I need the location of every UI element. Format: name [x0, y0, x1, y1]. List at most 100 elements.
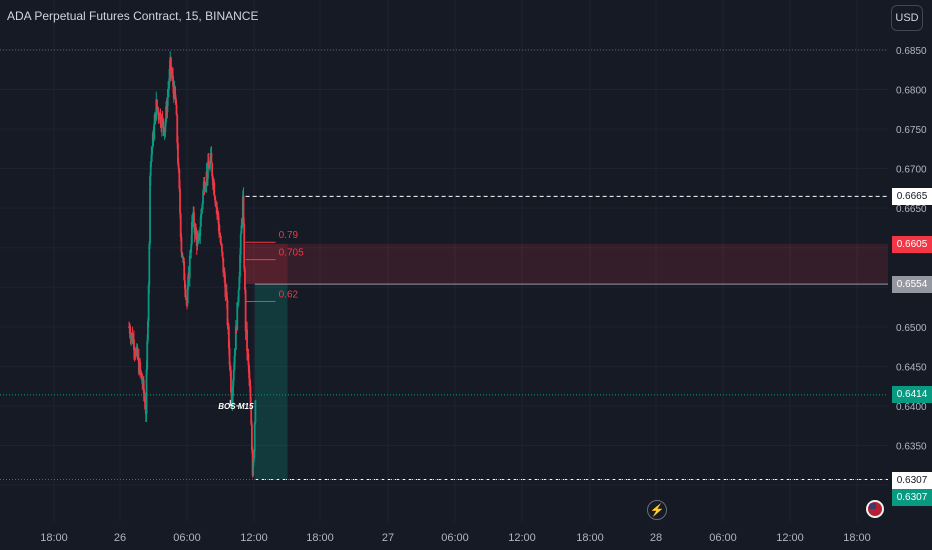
candle-up: [233, 356, 236, 370]
candle-up: [239, 254, 241, 277]
candle-down: [170, 57, 172, 72]
fib-label: 0.705: [279, 248, 304, 259]
candle-down: [247, 353, 250, 366]
x-tick-label: 27: [382, 532, 394, 544]
y-tick-label: 0.6850: [896, 46, 927, 57]
candle-up: [146, 340, 149, 370]
y-tick-label: 0.6500: [896, 323, 927, 334]
candle-down: [223, 271, 226, 283]
short-position-tool[interactable]: [245, 243, 888, 480]
x-tick-label: 18:00: [306, 532, 334, 544]
candle-down: [136, 347, 139, 359]
candle-down: [225, 291, 228, 300]
candle-down: [216, 206, 218, 212]
candle-up: [155, 99, 158, 120]
candle-up: [232, 369, 235, 381]
candle-up: [168, 68, 171, 84]
candle-down: [133, 339, 135, 351]
candle-down: [246, 351, 249, 354]
candle-down: [184, 288, 187, 298]
x-tick-label: 28: [650, 532, 662, 544]
candle-down: [213, 182, 216, 196]
candle-up: [239, 233, 242, 255]
candle-down: [144, 399, 147, 409]
x-tick-label: 12:00: [508, 532, 536, 544]
candle-up: [191, 214, 194, 222]
candle-down: [178, 169, 181, 189]
candle-down: [177, 163, 180, 170]
y-tick-label: 0.6800: [896, 86, 927, 97]
candle-down: [157, 109, 160, 116]
stop-zone: [245, 243, 288, 285]
candle-down: [220, 242, 223, 245]
candle-up: [151, 147, 154, 155]
grid-lines: [0, 0, 888, 522]
fibonacci-levels[interactable]: 0.79 0.705 0.62: [245, 230, 304, 303]
candle-down: [230, 370, 232, 393]
candle-down: [250, 406, 253, 425]
candle-down: [242, 195, 245, 224]
candle-down: [179, 213, 182, 238]
candle-down: [210, 152, 213, 164]
candle-up: [238, 276, 241, 290]
fib-label: 0.62: [279, 290, 299, 301]
candle-up: [204, 184, 207, 189]
candle-up: [234, 326, 237, 350]
candle-up: [160, 117, 163, 128]
us-flag-icon[interactable]: [866, 500, 884, 518]
candle-down: [214, 195, 216, 201]
candle-down: [220, 244, 223, 252]
candle-up: [167, 83, 170, 91]
horizontal-levels[interactable]: [0, 49, 888, 480]
candle-down: [142, 379, 145, 394]
candle-down: [174, 97, 177, 105]
annotations: BOS M15: [218, 402, 254, 411]
candle-up: [165, 106, 167, 123]
y-tick-label: 0.6650: [896, 204, 927, 215]
candle-down: [248, 365, 251, 379]
x-tick-label: 26: [114, 532, 126, 544]
candle-up: [189, 252, 192, 256]
candle-down: [139, 362, 142, 371]
stop-zone-extension: [287, 243, 888, 285]
candle-up: [147, 320, 149, 341]
candle-down: [248, 378, 251, 386]
candle-down: [131, 333, 134, 343]
candle-up: [197, 233, 200, 242]
fib-label: 0.79: [279, 230, 299, 241]
candle-down: [163, 127, 165, 135]
candle-up: [145, 369, 148, 414]
candle-down: [226, 299, 229, 326]
time-axis[interactable]: 18:00 26 06:00 12:00 18:00 27 06:00 12:00 18:00 2…: [40, 532, 871, 544]
price-axis[interactable]: 0.68500.68000.67500.67000.66500.66000.65…: [896, 46, 927, 492]
x-tick-label: 06:00: [441, 532, 469, 544]
currency-button[interactable]: USD: [891, 5, 923, 31]
candle-down: [179, 188, 181, 214]
candle-down: [183, 261, 186, 281]
x-tick-label: 12:00: [240, 532, 268, 544]
candle-down: [211, 176, 214, 186]
candle-up: [150, 154, 153, 162]
candle-down: [170, 71, 173, 75]
candle-up: [130, 335, 133, 339]
candle-down: [216, 211, 219, 214]
chart-title: ADA Perpetual Futures Contract, 15, BINA…: [7, 9, 259, 23]
candle-down: [195, 227, 197, 234]
candle-down: [229, 365, 232, 371]
candle-up: [201, 203, 204, 209]
candle-down: [176, 115, 179, 143]
candle-down: [162, 119, 165, 128]
candle-down: [207, 161, 210, 167]
candle-up: [148, 243, 151, 286]
price-tag-target: 0.6307: [892, 472, 932, 489]
candle-up: [166, 97, 169, 112]
candle-down: [228, 348, 231, 366]
candle-up: [149, 161, 152, 177]
lightning-icon[interactable]: ⚡: [647, 500, 667, 520]
price-tag-entry: 0.6554: [892, 276, 932, 293]
candle-up: [231, 395, 234, 406]
candle-down: [211, 163, 214, 177]
candle-down: [175, 104, 178, 116]
candle-up: [196, 239, 199, 247]
